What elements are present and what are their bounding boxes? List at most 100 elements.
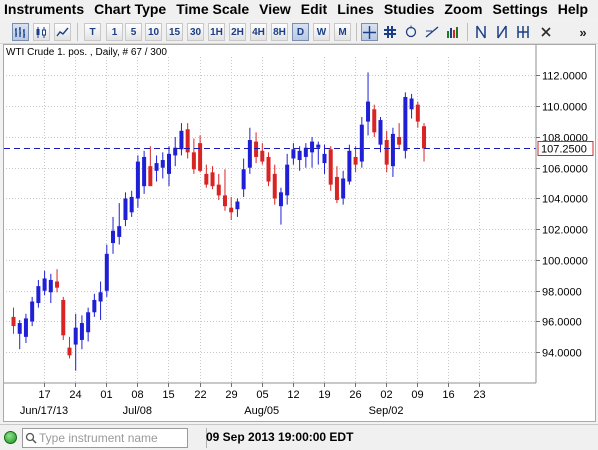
candle [328, 146, 333, 191]
candle-body [135, 161, 140, 199]
candle [322, 144, 327, 174]
candle [372, 104, 377, 137]
candle [11, 307, 16, 334]
chart-panel[interactable]: 112.0000 110.0000 108.0000 106.0000 104.0000… [3, 44, 596, 422]
candle-body [254, 141, 259, 157]
hash-grid-icon [384, 26, 396, 38]
trendline-icon [425, 26, 439, 38]
candle-body [422, 126, 427, 149]
y-tick-label: 98.0000 [542, 287, 582, 299]
scale-up-button[interactable] [472, 23, 490, 41]
menu-view[interactable]: View [259, 1, 291, 17]
y-axis: 112.0000110.0000108.0000106.0000104.0000… [535, 45, 588, 383]
timeframe-1h-button[interactable]: 1H [208, 23, 225, 41]
candle [415, 101, 420, 128]
menu-zoom[interactable]: Zoom [444, 1, 483, 17]
menu-instruments[interactable]: Instruments [4, 1, 85, 17]
candle [30, 296, 35, 327]
timeframe-8h-button[interactable]: 8H [271, 23, 288, 41]
timeframe-1-button[interactable]: 1 [106, 23, 123, 41]
candle-body [117, 226, 122, 237]
candle [260, 143, 265, 165]
volume-button[interactable] [444, 23, 462, 41]
candle [409, 93, 414, 119]
menu-help[interactable]: Help [557, 1, 589, 17]
instrument-search-box[interactable] [22, 428, 188, 448]
candle-body [17, 323, 22, 334]
candle-body [334, 176, 339, 201]
menu-edit[interactable]: Edit [300, 1, 328, 17]
candle-body [173, 147, 178, 156]
menu-time-scale[interactable]: Time Scale [176, 1, 250, 17]
candle-body [316, 144, 321, 148]
candle-body [98, 292, 103, 302]
menu-chart-type[interactable]: Chart Type [94, 1, 167, 17]
timeframe-15-button[interactable]: 15 [166, 23, 183, 41]
status-separator [206, 428, 207, 448]
menu-studies[interactable]: Studies [383, 1, 435, 17]
last-price-label: 107.2500 [541, 144, 587, 156]
search-icon [23, 432, 39, 444]
candle [359, 116, 364, 168]
candle-body [30, 301, 35, 322]
candle [79, 315, 84, 350]
candle-body [86, 312, 91, 333]
candle [297, 146, 302, 171]
candle-body [359, 124, 364, 162]
candle-body [104, 253, 109, 291]
candlestick-icon [36, 26, 46, 38]
timeframe-10-button[interactable]: 10 [145, 23, 162, 41]
bar-chart-type-button[interactable] [12, 23, 29, 41]
candle [403, 92, 408, 159]
x-month-label: Sep/02 [369, 405, 404, 417]
candle-body [397, 136, 402, 145]
candle-body [241, 169, 246, 190]
scale-down-button[interactable] [493, 23, 511, 41]
candle-body [297, 150, 302, 161]
line-chart-type-button[interactable] [54, 23, 71, 41]
scroll-arrows-icon [517, 26, 529, 38]
y-tick-label: 100.0000 [542, 256, 588, 268]
candle-chart-type-button[interactable] [33, 23, 50, 41]
candle [129, 190, 134, 217]
chart-grid [6, 57, 536, 383]
x-tick-label: 09 [411, 389, 423, 401]
candle-body [154, 163, 159, 171]
trend-draw-button[interactable] [423, 23, 441, 41]
toolbar-overflow-button[interactable]: » [579, 24, 587, 40]
instrument-search-input[interactable] [39, 431, 184, 445]
x-tick-label: 29 [225, 389, 237, 401]
scroll-left-button[interactable] [514, 23, 532, 41]
bar-chart-icon [15, 26, 25, 38]
candle [422, 123, 427, 162]
price-chart[interactable]: 112.0000110.0000108.0000106.0000104.0000… [4, 45, 597, 423]
candle-body [310, 141, 315, 153]
crosshair-button[interactable] [361, 23, 378, 41]
alert-button[interactable] [402, 23, 420, 41]
candle [179, 123, 184, 156]
timeframe-weekly-button[interactable]: W [313, 23, 330, 41]
timeframe-30-button[interactable]: 30 [187, 23, 204, 41]
grid-button[interactable] [381, 23, 399, 41]
candle [42, 270, 47, 296]
candle-body [272, 173, 277, 199]
menu-settings[interactable]: Settings [492, 1, 548, 17]
candle [278, 187, 283, 225]
candle-body [341, 178, 346, 199]
candle [341, 170, 346, 205]
candle-body [390, 133, 395, 167]
timeframe-5-button[interactable]: 5 [125, 23, 142, 41]
candle-body [142, 156, 147, 187]
candle [191, 138, 196, 174]
timeframe-tick-button[interactable]: T [84, 23, 101, 41]
menu-lines[interactable]: Lines [337, 1, 374, 17]
x-tick-label: 17 [38, 389, 50, 401]
candle [210, 166, 215, 190]
candle-body [160, 160, 165, 168]
timeframe-monthly-button[interactable]: M [334, 23, 351, 41]
timeframe-4h-button[interactable]: 4H [250, 23, 267, 41]
timeframe-2h-button[interactable]: 2H [229, 23, 246, 41]
delete-drawings-button[interactable] [537, 23, 555, 41]
timeframe-daily-button[interactable]: D [292, 23, 309, 41]
candle [123, 192, 128, 227]
